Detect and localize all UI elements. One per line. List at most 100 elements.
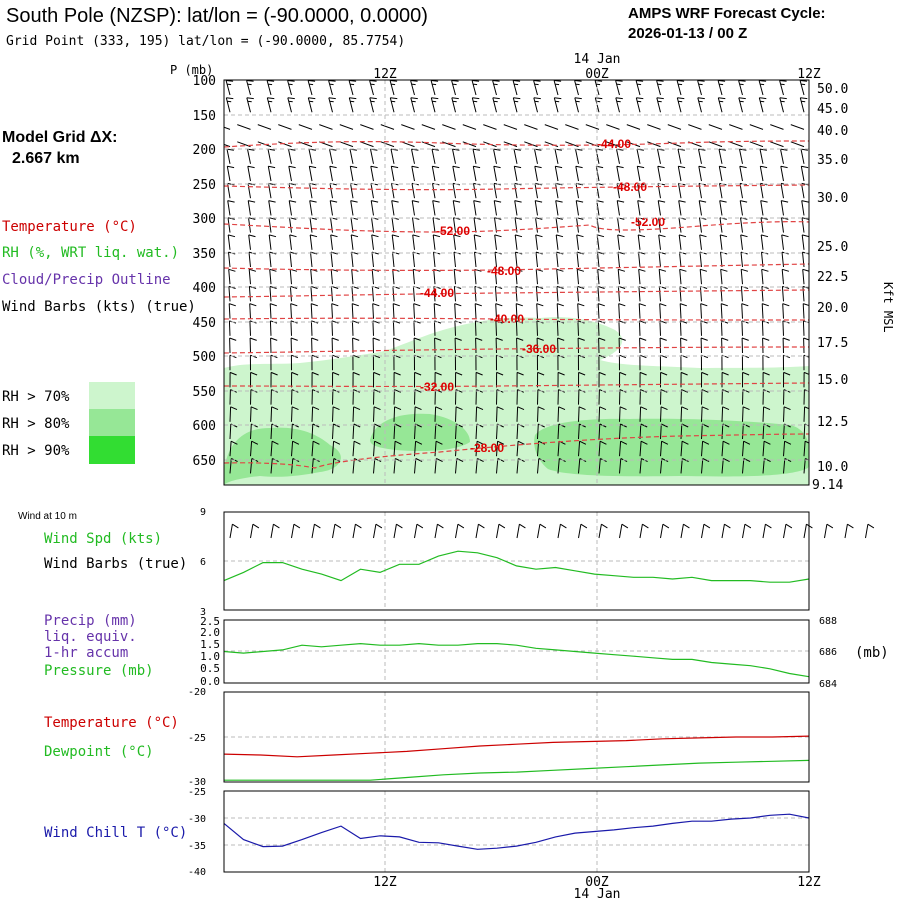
wind-barb-shape xyxy=(721,354,729,371)
wind-barb xyxy=(544,124,559,130)
wind-barb xyxy=(493,165,501,182)
wind-barb-shape xyxy=(761,268,769,285)
p-tick-250: 250 xyxy=(193,178,216,193)
wind-barb xyxy=(721,354,729,371)
wind-barb-shape xyxy=(309,234,318,250)
wind-barb xyxy=(720,320,729,336)
wind-barb-shape xyxy=(762,523,772,539)
wind-barb xyxy=(249,320,257,336)
wind-barb xyxy=(307,80,316,96)
wind-barb xyxy=(330,251,338,268)
wind-barb-shape xyxy=(453,217,461,233)
wind-barb-shape xyxy=(749,124,764,130)
wind-barb xyxy=(393,458,402,474)
wind-barb-shape xyxy=(372,337,380,354)
wind-barb-shape xyxy=(269,303,277,319)
wind-barb xyxy=(455,371,463,388)
wind-barb xyxy=(660,440,669,457)
wind-barb xyxy=(637,234,646,250)
wind-barb-shape xyxy=(606,141,620,148)
pres-tick-686: 686 xyxy=(819,647,837,658)
wind-barb xyxy=(329,182,338,199)
wind-barb-shape xyxy=(801,217,809,233)
wind-barb xyxy=(557,337,565,354)
wind-barb xyxy=(291,440,300,457)
wind-barb xyxy=(455,458,464,474)
temperature-y-ticks: -20 -25 -30 xyxy=(188,687,206,788)
wind-barb-shape xyxy=(618,354,627,371)
wind-barb xyxy=(391,234,400,250)
wind-barb xyxy=(352,371,360,388)
wind-barb xyxy=(228,320,237,336)
wind-barb-shape xyxy=(514,182,522,199)
wind-barb-shape xyxy=(659,337,667,354)
p-tick-600: 600 xyxy=(193,419,216,434)
wind-barb-shape xyxy=(268,217,276,233)
wind-barb-shape xyxy=(578,523,588,539)
wind-barb-shape xyxy=(411,182,420,199)
wind-barb-shape xyxy=(637,200,645,216)
wind-barb xyxy=(278,124,292,130)
wind-barb-shape xyxy=(229,371,237,388)
wind-barb xyxy=(544,141,559,148)
wind-barb xyxy=(594,80,603,96)
wind-barb-shape xyxy=(372,320,380,336)
wind-barb xyxy=(720,285,728,302)
wind-barb xyxy=(557,406,566,422)
wind-barb xyxy=(494,285,503,302)
wind-barb-shape xyxy=(803,371,809,388)
wc-tick-30: -30 xyxy=(188,814,206,825)
wind-barb-shape xyxy=(597,285,605,302)
wind-barb-shape xyxy=(513,148,521,164)
wind-barb xyxy=(717,80,726,96)
wind-barb xyxy=(224,126,231,130)
wind-barb xyxy=(392,303,400,319)
wind-barb xyxy=(749,124,764,130)
wind-barb xyxy=(660,423,668,440)
wind-barb xyxy=(701,371,709,388)
wind-barb-shape xyxy=(291,371,299,388)
wind-barb xyxy=(760,234,769,250)
wind-barb-shape xyxy=(619,406,627,422)
wind-barb xyxy=(699,268,708,285)
wind-barb-shape xyxy=(637,234,646,250)
wind-barb-shape xyxy=(679,251,687,268)
kft-tick-35: 35.0 xyxy=(817,153,848,168)
wind-barb-shape xyxy=(410,80,418,96)
wind-barb-shape xyxy=(677,165,686,182)
wind-barb xyxy=(537,523,547,539)
wind-barb xyxy=(758,97,767,113)
wind-barb-shape xyxy=(474,303,482,319)
grid-point-subtitle: Grid Point (333, 195) lat/lon = (-90.000… xyxy=(6,34,405,49)
wind-barb xyxy=(676,97,685,113)
wind-barb xyxy=(739,148,747,164)
wind-barb-shape xyxy=(373,523,383,539)
wind-barb xyxy=(535,217,543,233)
wind-barb xyxy=(330,234,338,250)
wind-barb xyxy=(658,268,667,285)
wind-barb xyxy=(618,354,627,371)
wind-barb-shape xyxy=(288,148,296,164)
wind-barb-shape xyxy=(770,141,784,148)
wind-barb-shape xyxy=(534,200,543,216)
wind-barb xyxy=(349,165,358,182)
wind-barb-shape xyxy=(268,234,277,250)
wind-barb-shape xyxy=(576,234,584,250)
wind-barb xyxy=(278,141,292,148)
wind-barb-shape xyxy=(537,371,545,388)
wind-barb-shape xyxy=(555,182,563,199)
wind-barb-shape xyxy=(619,440,628,457)
wind-barb xyxy=(700,320,708,336)
wind-barb xyxy=(434,337,442,354)
wind-barb-shape xyxy=(350,234,359,250)
wind-barb-shape xyxy=(594,80,603,96)
wind-barb-shape xyxy=(412,251,420,268)
wind-barb xyxy=(678,234,687,250)
wind-barb xyxy=(237,124,251,130)
wind-barb-shape xyxy=(698,148,706,164)
wind-barb-shape xyxy=(269,285,277,302)
wind-barb-shape xyxy=(451,80,459,96)
wind-barb-shape xyxy=(680,337,688,354)
wind-barb xyxy=(719,234,728,250)
wind-barb-shape xyxy=(473,234,482,250)
